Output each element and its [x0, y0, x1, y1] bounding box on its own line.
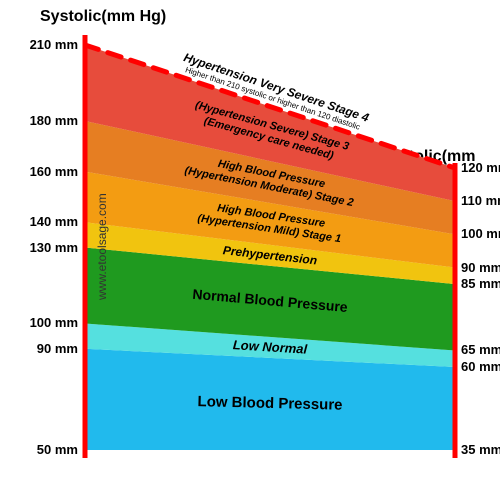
systolic-tick-50: 50 mm: [18, 442, 78, 457]
band-label-low_bp: Low Blood Pressure: [197, 393, 342, 414]
systolic-tick-100: 100 mm: [18, 315, 78, 330]
watermark: www.etoolsage.com: [95, 193, 109, 300]
systolic-tick-210: 210 mm: [18, 37, 78, 52]
diastolic-tick-100: 100 mm: [461, 226, 500, 241]
systolic-tick-180: 180 mm: [18, 113, 78, 128]
diastolic-tick-65: 65 mm: [461, 342, 500, 357]
systolic-tick-160: 160 mm: [18, 164, 78, 179]
systolic-tick-90: 90 mm: [18, 341, 78, 356]
systolic-tick-130: 130 mm: [18, 240, 78, 255]
diastolic-tick-60: 60 mm: [461, 359, 500, 374]
diastolic-tick-35: 35 mm: [461, 442, 500, 457]
diastolic-tick-110: 110 mm: [461, 193, 500, 208]
diastolic-tick-90: 90 mm: [461, 260, 500, 275]
bp-chart: Systolic(mm Hg) Diastolic(mm Hg) Low Blo…: [0, 0, 500, 500]
diastolic-tick-120: 120 mm: [461, 160, 500, 175]
systolic-tick-140: 140 mm: [18, 214, 78, 229]
diastolic-tick-85: 85 mm: [461, 276, 500, 291]
